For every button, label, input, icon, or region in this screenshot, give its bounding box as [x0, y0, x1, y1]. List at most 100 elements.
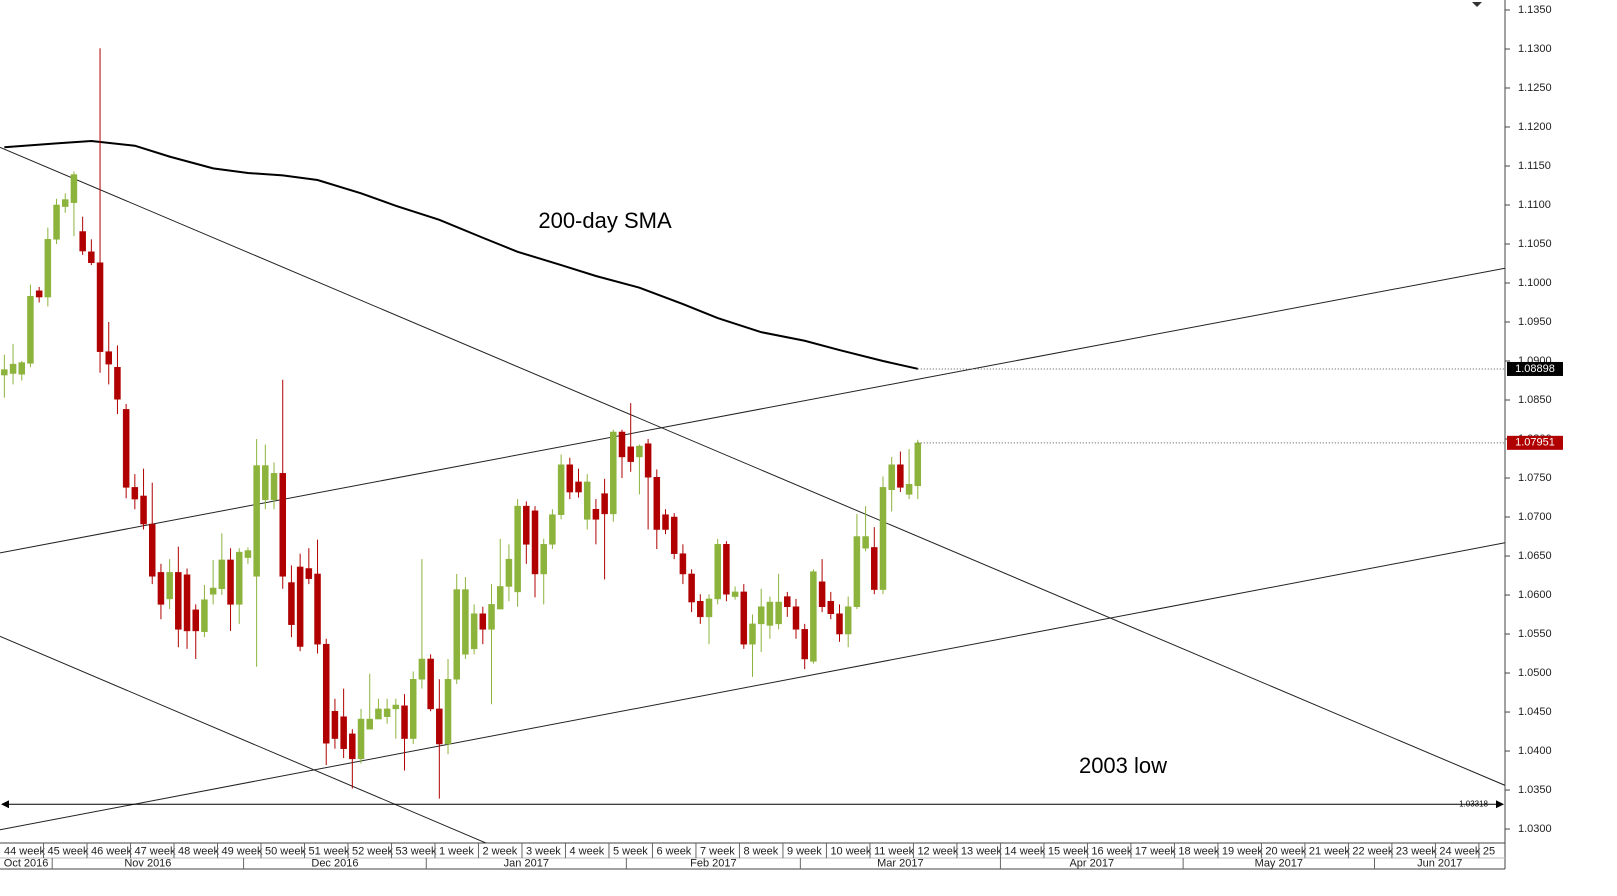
candle-body [409, 679, 417, 739]
candle-body [488, 604, 495, 630]
candle-body [218, 559, 226, 590]
month-label: Nov 2016 [124, 857, 171, 869]
candle-body [314, 573, 321, 645]
y-tick-label: 1.0450 [1518, 706, 1552, 718]
candle-body [357, 718, 365, 760]
candle-body [740, 591, 748, 645]
x-tick-label: 45 week [47, 845, 88, 857]
candle-body [175, 572, 182, 630]
x-tick-label: 25 [1483, 845, 1495, 857]
candle-body [296, 566, 304, 647]
candle-body [27, 296, 34, 364]
candle-body [279, 473, 286, 577]
candle-body [157, 572, 165, 605]
x-tick-label: 20 week [1265, 845, 1306, 857]
x-tick-label: 44 week [4, 845, 45, 857]
x-tick-label: 50 week [265, 845, 306, 857]
x-tick-label: 15 week [1048, 845, 1089, 857]
month-label: Mar 2017 [877, 857, 923, 869]
candle-body [140, 495, 147, 525]
y-tick-label: 1.0350 [1518, 784, 1552, 796]
candle-body [61, 199, 69, 207]
trend-line [0, 267, 1505, 554]
x-tick-label: 24 week [1439, 845, 1480, 857]
candle-body [549, 514, 556, 545]
candle-body [514, 505, 521, 593]
candle-body [531, 510, 539, 575]
candle-body [636, 445, 643, 458]
plot-area [0, 48, 1505, 843]
candle-body [749, 623, 756, 645]
candle-body [401, 705, 408, 739]
candle-body [688, 573, 695, 603]
y-tick-label: 1.0400 [1518, 745, 1552, 757]
x-tick-label: 52 week [352, 845, 393, 857]
candle-body [897, 464, 904, 488]
x-tick-label: 22 week [1352, 845, 1393, 857]
candle-body [601, 493, 608, 515]
candle-body [375, 708, 382, 720]
month-label: May 2017 [1255, 857, 1303, 869]
candle-body [844, 606, 852, 635]
candle-body [105, 351, 112, 365]
candle-body [523, 505, 530, 545]
y-tick-label: 1.0750 [1518, 472, 1552, 484]
candle-body [9, 363, 17, 374]
candle-body [792, 606, 800, 630]
y-tick-label: 1.1250 [1518, 82, 1552, 94]
trend-line [0, 542, 1505, 831]
y-tick-label: 1.0650 [1518, 550, 1552, 562]
candle-body [418, 658, 426, 680]
candle-body [183, 574, 191, 632]
candle-body [540, 544, 547, 575]
candle-body [122, 409, 130, 488]
month-label: Jan 2017 [504, 857, 549, 869]
candle-body [810, 571, 817, 662]
candle-body [305, 568, 313, 579]
candle-body [610, 431, 617, 515]
candle-body [166, 572, 173, 600]
candle-body [644, 443, 652, 478]
candle-body [79, 231, 86, 252]
candle-body [670, 516, 678, 554]
menu-icon[interactable] [1472, 2, 1482, 7]
candle-body [871, 547, 878, 590]
y-tick-label: 1.0950 [1518, 316, 1552, 328]
y-tick-label: 1.1300 [1518, 43, 1552, 55]
price-label-box [1507, 435, 1563, 450]
x-tick-label: 18 week [1178, 845, 1219, 857]
x-tick-label: 48 week [178, 845, 219, 857]
candle-body [322, 643, 330, 744]
x-tick-label: 23 week [1396, 845, 1437, 857]
candle-body [436, 708, 443, 745]
month-label: Dec 2016 [311, 857, 358, 869]
candle-body [470, 613, 478, 650]
x-tick-label: 17 week [1135, 845, 1176, 857]
candle-body [114, 366, 121, 400]
x-tick-label: 10 week [830, 845, 871, 857]
trend-line [0, 146, 1505, 786]
y-tick-label: 1.0550 [1518, 628, 1552, 640]
x-tick-label: 21 week [1309, 845, 1350, 857]
candle-body [618, 431, 626, 458]
candle-body [592, 508, 600, 520]
x-tick-label: 2 week [482, 845, 517, 857]
candle-body [444, 679, 452, 745]
y-tick-label: 1.0500 [1518, 667, 1552, 679]
y-tick-label: 1.1350 [1518, 4, 1552, 16]
candle-body [557, 464, 565, 515]
candle-body [340, 716, 347, 749]
candle-body [18, 362, 25, 375]
candle-body [383, 708, 391, 717]
candle-body [288, 582, 295, 625]
candle-body [70, 174, 78, 203]
candle-body [192, 609, 199, 632]
candle-body [662, 514, 669, 530]
candle-body [44, 239, 52, 298]
candle-body [731, 591, 739, 597]
x-tick-label: 46 week [91, 845, 132, 857]
x-tick-label: 4 week [569, 845, 604, 857]
y-tick-label: 1.1150 [1518, 160, 1551, 172]
x-tick-label: 6 week [656, 845, 691, 857]
x-tick-label: 11 week [874, 845, 915, 857]
